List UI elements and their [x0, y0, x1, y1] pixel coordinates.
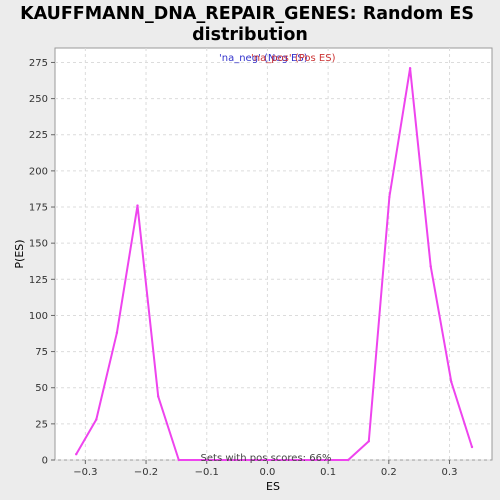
- y-tick-label: 150: [29, 239, 48, 250]
- x-axis-ticks: −0.3 −0.2 −0.1 0.0 0.1 0.2 0.3: [73, 460, 457, 478]
- y-tick-label: 25: [35, 419, 48, 430]
- data-point: [470, 445, 474, 449]
- data-point: [75, 453, 78, 456]
- pos-scores-annotation: Sets with pos scores: 66%: [201, 453, 332, 464]
- data-point: [347, 458, 350, 462]
- data-point: [115, 331, 119, 334]
- x-tick-label: 0.1: [320, 467, 336, 478]
- x-axis-label: ES: [266, 480, 280, 493]
- x-tick-label: −0.3: [73, 467, 97, 478]
- grid-lines: [55, 48, 492, 461]
- y-axis-label: P(ES): [13, 239, 26, 268]
- x-tick-label: 0.3: [442, 467, 458, 478]
- chart-title-line-1: KAUFFMANN_DNA_REPAIR_GENES: Random ES: [20, 4, 474, 24]
- series-layer: [75, 67, 474, 462]
- y-tick-label: 225: [29, 130, 48, 141]
- data-point: [177, 458, 180, 462]
- data-point: [408, 67, 412, 70]
- chart-title-line-2: distribution: [192, 25, 308, 45]
- y-tick-label: 200: [29, 166, 48, 177]
- data-point: [95, 418, 98, 421]
- y-tick-label: 100: [29, 311, 48, 322]
- data-point: [450, 380, 453, 384]
- y-tick-label: 275: [29, 58, 48, 69]
- legend-pos-es: 'na_pos' (Pos ES): [251, 53, 336, 64]
- x-tick-label: −0.1: [195, 467, 219, 478]
- data-point: [367, 440, 370, 443]
- x-tick-label: −0.2: [134, 467, 158, 478]
- data-point: [136, 204, 139, 207]
- y-tick-label: 75: [35, 347, 48, 358]
- y-tick-label: 250: [29, 94, 48, 105]
- y-tick-label: 125: [29, 275, 48, 286]
- data-point: [429, 265, 432, 268]
- x-tick-label: 0.2: [381, 467, 397, 478]
- y-axis-ticks: 0 25 50 75 100 125 150 175 200 225 250 275: [29, 58, 55, 467]
- data-point: [157, 395, 160, 398]
- plot-area: [54, 47, 493, 461]
- y-tick-label: 50: [35, 383, 48, 394]
- legend-neg-es: 'na_neg' (Neg ES): [219, 53, 308, 64]
- data-point: [388, 195, 391, 199]
- x-tick-label: 0.0: [259, 467, 275, 478]
- y-tick-label: 0: [42, 456, 48, 467]
- y-tick-label: 175: [29, 203, 48, 214]
